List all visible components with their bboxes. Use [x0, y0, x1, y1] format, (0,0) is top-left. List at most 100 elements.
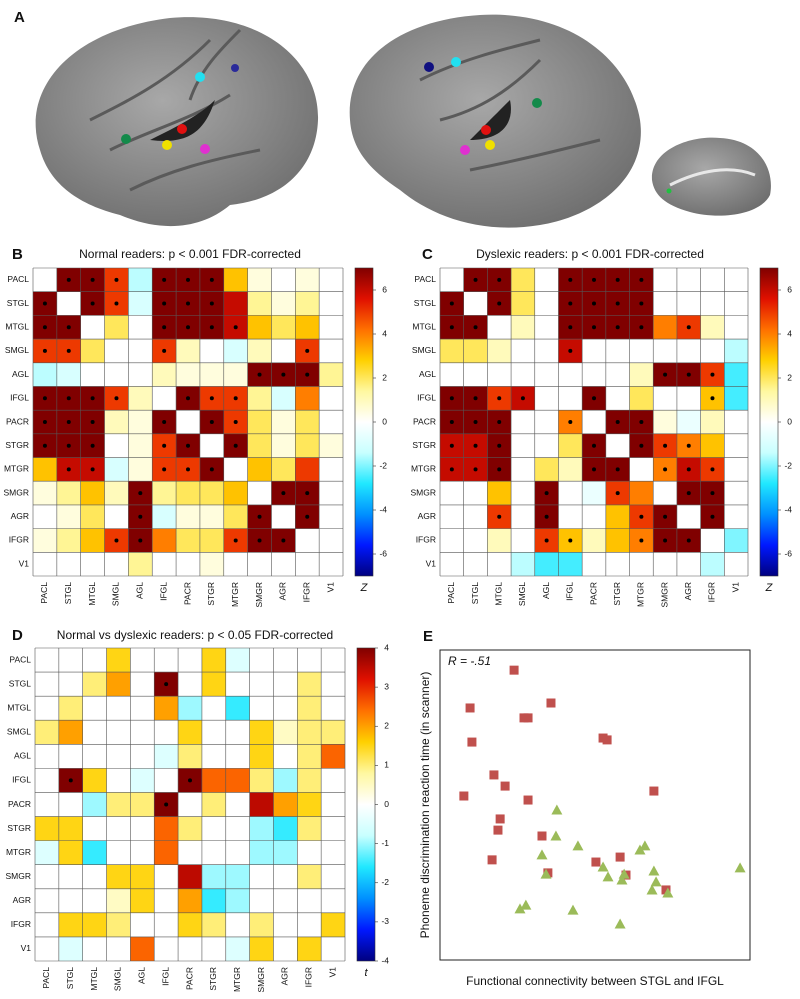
significance-dot	[473, 325, 478, 330]
heatmap-cell	[605, 339, 630, 363]
heatmap-cell	[249, 912, 274, 937]
heatmap-cell	[128, 552, 153, 576]
chart-title: Normal readers: p < 0.001 FDR-corrected	[79, 247, 301, 261]
heatmap-cell	[128, 410, 153, 434]
heatmap-cell	[582, 362, 606, 387]
heatmap-cell	[249, 888, 274, 913]
heatmap-cell	[273, 648, 298, 673]
heatmap-cell	[629, 386, 654, 411]
heatmap-cell	[273, 768, 298, 793]
heatmap-cell	[297, 672, 322, 697]
x-tick-label: STGL	[63, 582, 73, 604]
heatmap-cell	[273, 840, 298, 865]
x-tick-label: PACR	[184, 967, 194, 990]
significance-dot	[42, 396, 47, 401]
significance-dot	[639, 538, 644, 543]
significance-dot	[186, 325, 190, 330]
heatmap-cell	[249, 672, 274, 697]
heatmap-cell	[178, 672, 202, 697]
heatmap-cell	[247, 552, 272, 576]
x-tick-label: AGL	[137, 967, 147, 984]
colorbar-tick-label: -4	[379, 504, 387, 514]
y-tick-label: MTGL	[7, 702, 31, 712]
point	[662, 887, 674, 898]
significance-dot	[497, 277, 502, 282]
heatmap-cell	[106, 768, 131, 793]
heatmap-cell	[128, 433, 153, 458]
heatmap-cell	[201, 768, 226, 793]
heatmap-cell	[128, 339, 153, 363]
heatmap-cell	[558, 433, 583, 458]
significance-dot	[162, 443, 167, 448]
significance-dot	[305, 348, 310, 353]
x-tick-label: AGR	[278, 582, 288, 600]
point	[523, 795, 533, 805]
significance-dot	[710, 467, 715, 472]
heatmap-cell	[653, 386, 677, 411]
point	[467, 737, 477, 747]
significance-dot	[138, 538, 143, 543]
heatmap-cell	[295, 386, 320, 411]
colorbar-tick-label: 0	[382, 416, 387, 426]
heatmap-cell	[463, 528, 488, 553]
heatmap-cell	[199, 362, 224, 387]
heatmap-cell	[130, 720, 155, 745]
heatmap-cell	[106, 864, 131, 889]
point	[650, 876, 662, 887]
heatmap-cell	[58, 744, 83, 769]
heatmap-cell	[321, 888, 345, 913]
x-axis-label: Functional connectivity between STGL and…	[466, 974, 724, 988]
heatmap-cell	[249, 840, 274, 865]
y-tick-label: SMGL	[412, 345, 436, 355]
heatmap-cell	[297, 744, 322, 769]
heatmap-cell	[201, 792, 226, 817]
point	[520, 899, 532, 910]
x-tick-label: IFGR	[301, 582, 311, 602]
point	[465, 703, 475, 713]
significance-dot	[663, 514, 668, 519]
significance-dot	[162, 325, 167, 330]
heatmap-cell	[199, 504, 224, 529]
significance-dot	[544, 491, 549, 496]
heatmap-cell	[534, 410, 559, 434]
heatmap-cell	[319, 386, 343, 411]
significance-dot	[710, 372, 715, 377]
heatmap-cell	[82, 672, 107, 697]
heatmap-cell	[487, 362, 512, 387]
heatmap-cell	[321, 816, 345, 841]
significance-dot	[639, 325, 644, 330]
significance-dot	[162, 420, 167, 424]
y-tick-label: MTGL	[5, 321, 29, 331]
point	[489, 770, 499, 780]
heatmap-cell	[201, 864, 226, 889]
y-tick-label: PACR	[8, 799, 31, 809]
heatmap-cell	[223, 481, 248, 505]
heatmap-cell	[58, 696, 83, 721]
heatmap-cell	[33, 457, 57, 482]
heatmap-cell	[605, 528, 630, 553]
significance-dot	[615, 277, 620, 282]
y-tick-label: IFGL	[12, 775, 31, 785]
heatmap-cell	[176, 552, 200, 576]
heatmap-cell	[700, 552, 725, 576]
heatmap-cell	[201, 912, 226, 937]
x-tick-label: IFGR	[707, 582, 717, 602]
heatmap-cell	[440, 552, 464, 576]
heatmap-cell	[582, 339, 606, 363]
significance-dot	[186, 301, 190, 306]
heatmap-cell	[319, 315, 343, 340]
heatmap-cell	[271, 339, 296, 363]
heatmap-cell	[487, 552, 512, 576]
heatmap-cell	[321, 768, 345, 793]
significance-dot	[209, 467, 214, 472]
brain-right-lateral	[349, 14, 641, 228]
heatmap-cell	[273, 936, 298, 961]
heatmap-cell	[82, 936, 107, 961]
significance-dot	[66, 277, 71, 282]
heatmap-cell	[223, 504, 248, 529]
x-tick-label: AGL	[541, 582, 551, 599]
significance-dot	[639, 301, 644, 306]
significance-dot	[449, 325, 454, 330]
heatmap-cell	[297, 864, 322, 889]
x-tick-label: PACL	[446, 582, 456, 604]
